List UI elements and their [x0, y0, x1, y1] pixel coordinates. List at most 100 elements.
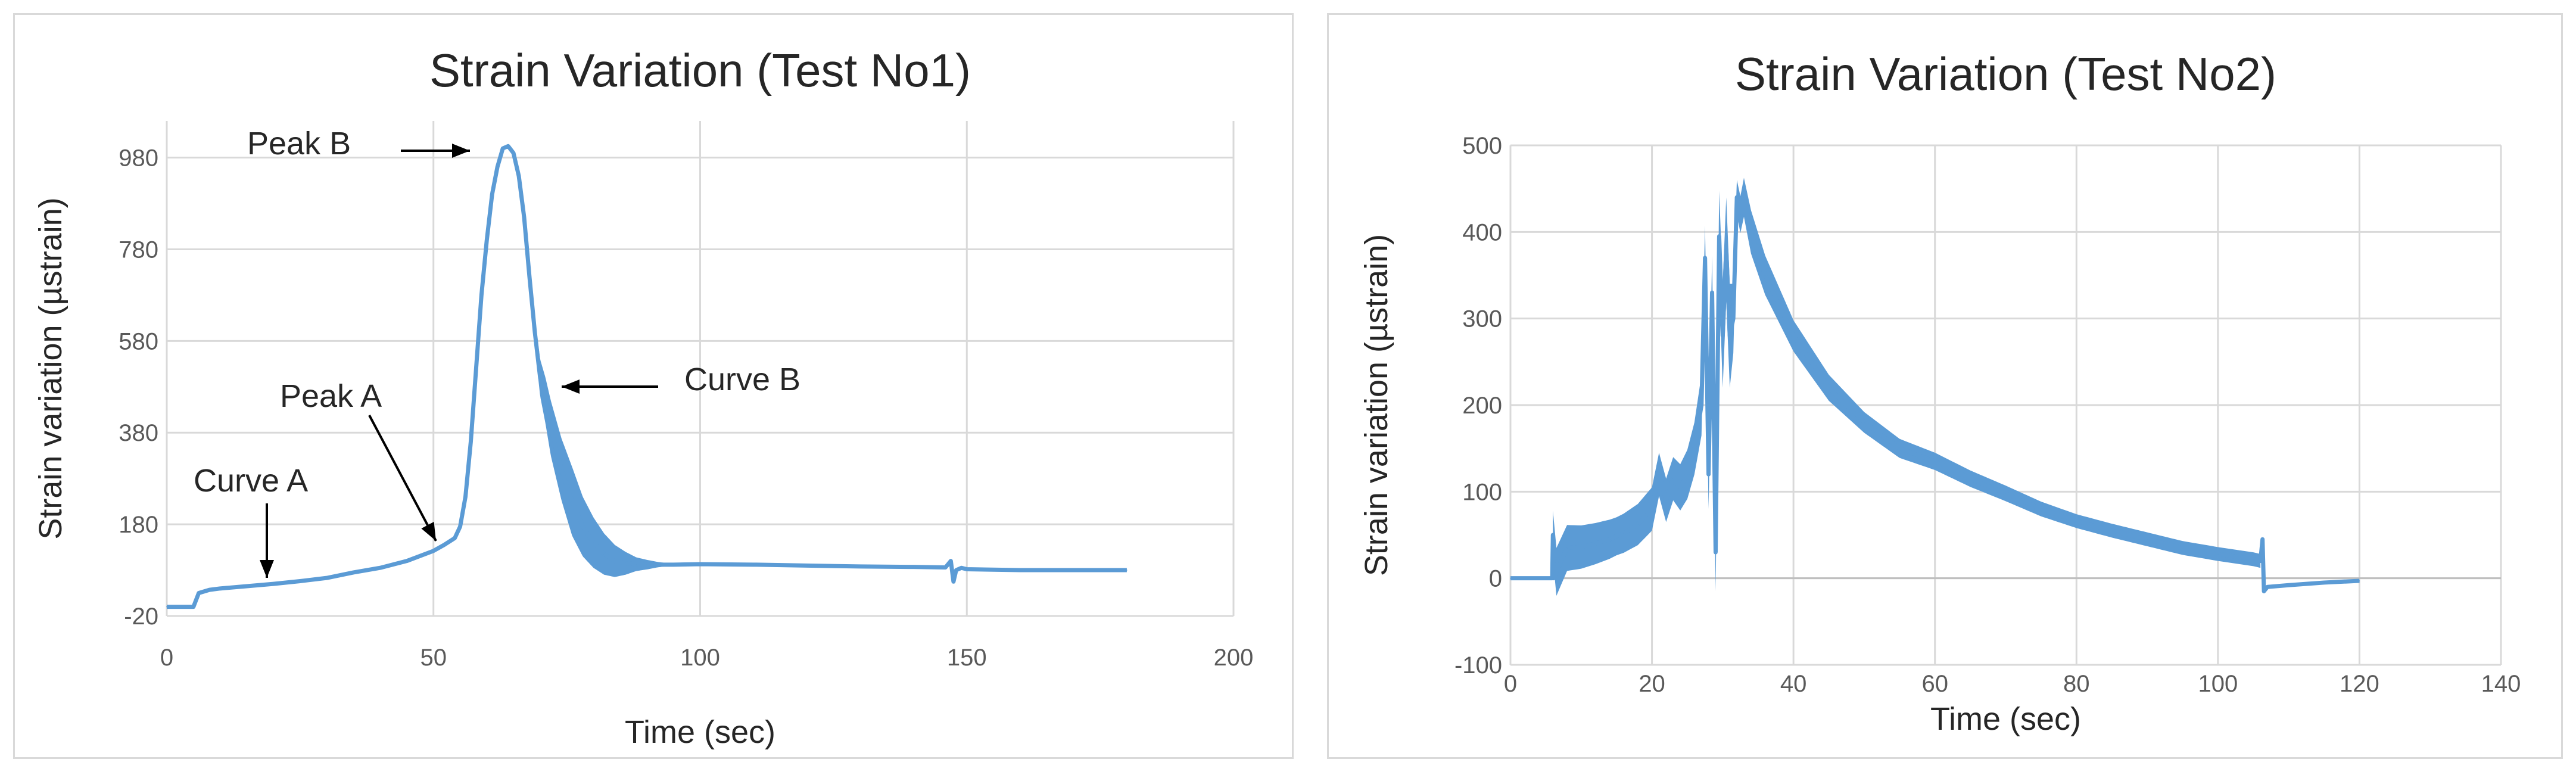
x-tick-label: 150	[947, 645, 987, 671]
y-tick-label: -100	[1454, 652, 1502, 679]
data-point	[2217, 553, 2219, 555]
arrow-curve-b	[562, 379, 658, 394]
data-point	[2076, 520, 2077, 522]
data-point	[2005, 493, 2007, 494]
data-point	[379, 567, 381, 569]
data-point	[534, 331, 535, 332]
data-point	[273, 583, 274, 584]
x-tick-label: 50	[420, 645, 447, 671]
y-tick-label: 400	[1462, 219, 1502, 245]
data-point	[1687, 474, 1688, 475]
x-axis-label: Time (sec)	[1930, 701, 2081, 737]
chart-title: Strain Variation (Test No2)	[1735, 48, 2276, 100]
data-point	[1793, 335, 1794, 337]
data-point	[1722, 335, 1724, 337]
data-point	[1552, 534, 1554, 536]
data-point	[636, 564, 637, 565]
data-point	[1733, 318, 1734, 319]
data-point	[2260, 560, 2261, 562]
data-point	[614, 560, 616, 562]
data-point	[1740, 214, 1741, 216]
arrow-peak-a-head	[421, 521, 436, 541]
data-point	[912, 566, 914, 568]
series-noise-band	[1553, 178, 2261, 596]
data-point	[961, 567, 963, 569]
arrow-curve-a-head	[260, 560, 274, 578]
data-point	[582, 526, 584, 527]
annotation-curve-b: Curve B	[684, 362, 800, 397]
data-point	[966, 568, 968, 570]
chart-test-1: Strain Variation (Test No1) -20 180 380 580 7…	[33, 44, 1253, 750]
data-point	[571, 500, 573, 502]
series-noise-band	[529, 267, 679, 577]
y-axis-label: Strain variation (µstrain)	[1359, 234, 1394, 576]
data-point	[1864, 422, 1865, 423]
data-point	[524, 216, 525, 218]
arrow-curve-b-head	[562, 379, 580, 394]
data-point	[625, 562, 626, 564]
data-point	[475, 368, 477, 369]
data-point	[246, 586, 248, 587]
data-point	[859, 566, 861, 567]
data-point	[491, 194, 493, 195]
data-point	[529, 276, 530, 278]
data-point	[2262, 539, 2263, 540]
data-point	[502, 148, 503, 149]
data-point	[699, 564, 701, 565]
data-point	[945, 567, 946, 568]
data-point	[950, 560, 952, 562]
arrow-curve-a	[260, 503, 274, 578]
data-point	[1729, 335, 1731, 337]
data-point	[2263, 590, 2264, 592]
y-tick-label: 380	[119, 420, 158, 446]
data-point	[1700, 404, 1702, 406]
data-point	[753, 564, 754, 565]
x-tick-label: 20	[1639, 671, 1665, 697]
y-tick-label: 0	[1489, 566, 1502, 592]
x-tick-label: 100	[2198, 671, 2238, 697]
data-point	[1750, 231, 1752, 233]
data-point	[955, 570, 957, 571]
y-tick-label: 980	[119, 145, 158, 172]
data-point	[1126, 570, 1127, 571]
data-point	[432, 550, 434, 552]
x-tick-label: 140	[2481, 671, 2521, 697]
data-point	[1566, 547, 1568, 549]
chart-title: Strain Variation (Test No1)	[429, 44, 971, 97]
data-point	[1609, 539, 1611, 540]
data-point	[481, 294, 482, 296]
arrow-peak-b	[401, 144, 470, 158]
data-point	[192, 606, 194, 608]
data-point	[486, 239, 488, 241]
data-point	[1623, 533, 1624, 534]
data-point	[518, 175, 519, 177]
x-tick-label: 120	[2340, 671, 2379, 697]
data-point	[540, 377, 541, 378]
data-point	[1553, 577, 1555, 579]
data-point	[1651, 508, 1653, 510]
data-point	[459, 526, 461, 527]
series-0	[1510, 178, 2360, 596]
x-tick-label: 100	[680, 645, 720, 671]
annotation-peak-a: Peak A	[280, 378, 382, 414]
y-axis-label: Strain variation (µstrain)	[33, 197, 68, 539]
data-point	[2111, 530, 2113, 531]
data-point	[1704, 257, 1706, 259]
y-tick-label: 500	[1462, 133, 1502, 159]
arrow-peak-a	[368, 415, 437, 542]
y-tick-label: 180	[119, 512, 158, 538]
data-point	[1725, 248, 1727, 250]
data-point	[1970, 478, 1971, 480]
annotation-curve-a: Curve A	[194, 463, 308, 499]
arrow-peak-b-head	[452, 144, 470, 158]
x-tick-label: 60	[1921, 671, 1948, 697]
y-tick-label: 780	[119, 237, 158, 263]
chart-panel-test-1: Strain Variation (Test No1) -20 180 380 580 7…	[13, 13, 1294, 759]
data-point	[1020, 570, 1021, 571]
chart-panel-test-2: Strain Variation (Test No2) -100 0 100 200 30…	[1327, 13, 2563, 759]
x-tick-label: 80	[2063, 671, 2090, 697]
data-point	[208, 589, 210, 590]
series-line	[167, 144, 1127, 609]
data-point	[545, 400, 546, 402]
data-point	[1743, 197, 1745, 198]
